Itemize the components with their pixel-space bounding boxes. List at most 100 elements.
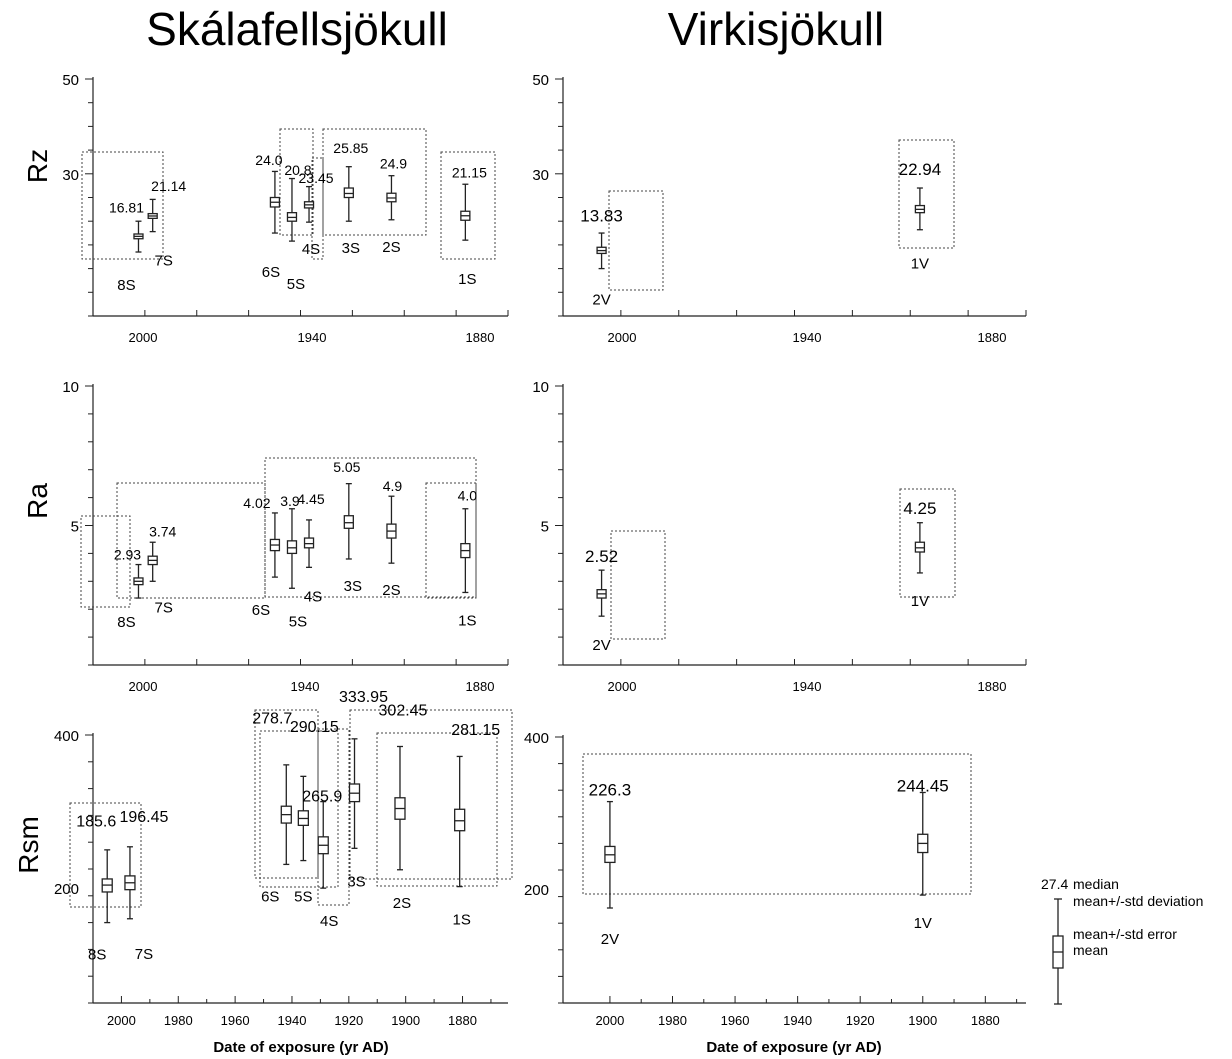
y-tick-label: 50	[532, 72, 549, 89]
x-tick-label: 1880	[978, 330, 1007, 345]
y-tick-label: 30	[62, 167, 79, 184]
x-tick-label: 1920	[334, 1013, 363, 1028]
series-name-label: 1S	[458, 271, 476, 288]
series-name-label: 5S	[287, 276, 305, 293]
series-name-label: 3S	[347, 873, 365, 890]
median-label: 278.7	[252, 711, 292, 728]
series-name-label: 8S	[117, 614, 135, 631]
series-name-label: 2V	[601, 931, 619, 948]
series-name-label: 8S	[88, 947, 106, 964]
median-label: 302.45	[379, 703, 428, 720]
series-name-label: 3S	[344, 578, 362, 595]
box	[303, 537, 315, 549]
box-plot	[454, 755, 466, 888]
y-axis-label: Ra	[22, 483, 53, 519]
median-label: 226.3	[589, 780, 632, 799]
box-plot	[460, 183, 471, 241]
median-label: 5.05	[333, 459, 360, 475]
x-tick-label: 1960	[221, 1013, 250, 1028]
median-label: 196.45	[119, 809, 168, 826]
group-box	[80, 515, 131, 608]
box-plot	[596, 569, 607, 617]
legend-std-deviation: mean+/-std deviation	[1073, 893, 1203, 909]
box-plot	[460, 508, 471, 594]
group-box	[899, 488, 956, 598]
series-name-label: 3S	[342, 240, 360, 257]
median-label: 290.15	[290, 719, 339, 736]
box	[286, 540, 298, 555]
x-tick-label: 1940	[291, 679, 320, 694]
box-plot	[269, 170, 281, 234]
group-box	[376, 732, 498, 887]
median-label: 23.45	[299, 170, 334, 186]
group-box	[610, 530, 666, 640]
chart-panel: 30 50 2000 1940 1880 13.83 2V 22.94 1V	[532, 72, 1027, 345]
box-plot	[343, 482, 354, 560]
median-label: 4.02	[243, 495, 270, 511]
panel-title: Skálafellsjökull	[146, 3, 448, 55]
x-tick-label: 1880	[448, 1013, 477, 1028]
x-tick-label: 2000	[595, 1013, 624, 1028]
x-tick-label: 1880	[971, 1013, 1000, 1028]
group-box	[608, 190, 664, 291]
box-plot	[914, 187, 926, 231]
group-box	[582, 753, 972, 895]
median-label: 281.15	[451, 722, 500, 739]
box-plot	[596, 232, 607, 270]
median-label: 4.45	[297, 491, 324, 507]
median-label: 185.6	[76, 813, 116, 830]
median-label: 3.9	[280, 493, 300, 509]
box	[343, 515, 354, 529]
group-box	[259, 730, 339, 888]
series-name-label: 1S	[452, 912, 470, 929]
y-tick-label: 10	[62, 379, 79, 396]
x-axis-label: Date of exposure (yr AD)	[706, 1039, 881, 1056]
series-name-label: 6S	[262, 264, 280, 281]
box-plot	[269, 512, 281, 578]
series-name-label: 2S	[393, 895, 411, 912]
box-plot	[917, 791, 929, 896]
series-name-label: 7S	[135, 946, 153, 963]
median-label: 4.0	[458, 488, 478, 504]
x-tick-label: 1940	[298, 330, 327, 345]
median-label: 4.9	[383, 478, 403, 494]
median-label: 3.74	[149, 523, 176, 539]
box-plot	[348, 738, 361, 849]
median-label: 4.25	[903, 499, 936, 518]
group-box	[898, 139, 955, 249]
panel-title: Virkisjökull	[668, 3, 884, 55]
x-tick-label: 1940	[278, 1013, 307, 1028]
box-plot	[386, 495, 397, 564]
chart-panel: 30 50 2000 1940 1880 16.81 8S 21.14 7S 24.0 6S 20.8…	[62, 72, 509, 345]
y-tick-label: 200	[54, 881, 79, 898]
median-label: 24.0	[255, 152, 282, 168]
y-tick-label: 5	[71, 519, 79, 536]
box-plot	[394, 745, 406, 871]
group-box	[279, 128, 314, 236]
series-name-label: 8S	[117, 277, 135, 294]
x-tick-label: 1900	[391, 1013, 420, 1028]
group-box	[69, 802, 142, 908]
series-name-label: 7S	[155, 599, 173, 616]
series-name-label: 6S	[252, 602, 270, 619]
box	[343, 187, 354, 199]
x-tick-label: 1940	[783, 1013, 812, 1028]
series-name-label: 2S	[382, 239, 400, 256]
x-tick-label: 1880	[466, 330, 495, 345]
median-label: 24.9	[380, 156, 407, 172]
box-plot	[343, 166, 354, 222]
median-label: 13.83	[580, 206, 623, 225]
y-tick-label: 400	[524, 730, 549, 747]
y-tick-label: 5	[541, 519, 549, 536]
median-label: 2.52	[585, 547, 618, 566]
x-tick-label: 1980	[164, 1013, 193, 1028]
median-label: 244.45	[897, 776, 949, 795]
series-name-label: 1V	[911, 256, 929, 273]
box-plot	[914, 522, 926, 574]
y-tick-label: 400	[54, 728, 79, 745]
series-name-label: 5S	[289, 613, 307, 630]
x-tick-label: 1920	[846, 1013, 875, 1028]
box-plot	[303, 519, 315, 568]
median-label: 22.94	[899, 160, 942, 179]
median-label: 2.93	[114, 546, 141, 562]
